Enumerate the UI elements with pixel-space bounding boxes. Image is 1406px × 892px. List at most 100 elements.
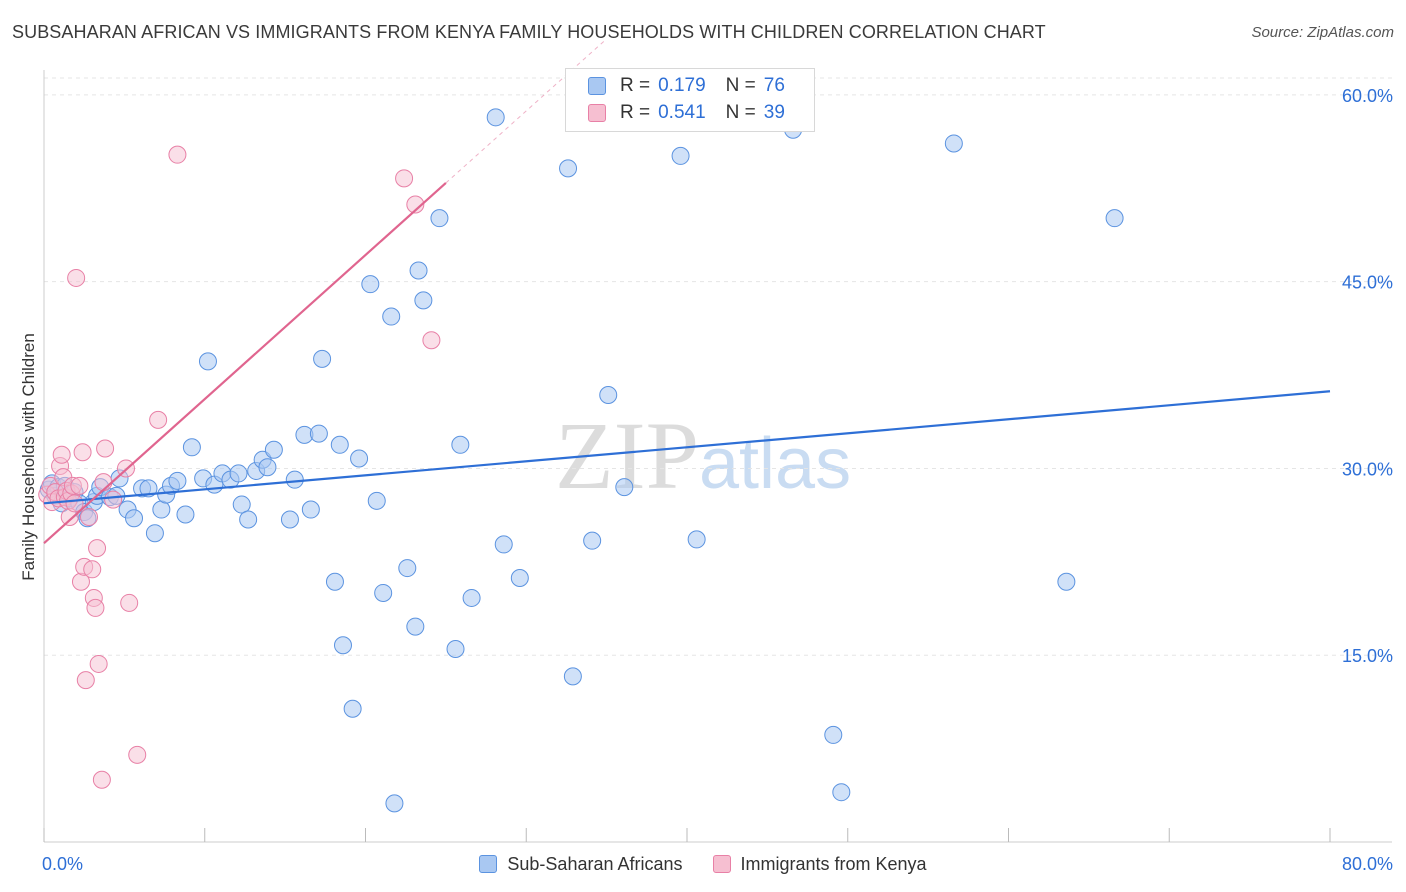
x-tick-label: 0.0% — [42, 854, 83, 874]
legend-label-kenya: Immigrants from Kenya — [740, 853, 927, 874]
point-sub-saharan — [1057, 572, 1076, 591]
source-label: Source: ZipAtlas.com — [1251, 24, 1394, 41]
point-sub-saharan — [462, 588, 481, 607]
point-sub-saharan — [583, 531, 602, 550]
n-label: N = — [725, 75, 756, 96]
point-sub-saharan — [374, 583, 393, 602]
r-value: 0.541 — [658, 102, 706, 123]
legend-swatch-pink — [712, 855, 731, 873]
point-sub-saharan — [599, 385, 618, 404]
point-sub-saharan — [1105, 209, 1124, 228]
point-sub-saharan — [145, 524, 164, 543]
point-kenya — [86, 598, 105, 617]
point-sub-saharan — [382, 307, 401, 326]
point-sub-saharan — [451, 435, 470, 454]
point-sub-saharan — [285, 470, 304, 489]
point-sub-saharan — [176, 505, 195, 524]
point-sub-saharan — [232, 495, 251, 514]
n-value: 76 — [763, 75, 785, 96]
r-label: R = — [620, 75, 651, 96]
point-kenya — [88, 539, 107, 558]
point-kenya — [52, 445, 71, 464]
point-sub-saharan — [510, 569, 529, 588]
y-tick-label: 60.0% — [1342, 86, 1393, 106]
legend-swatch-pink — [588, 104, 606, 122]
point-sub-saharan — [563, 667, 582, 686]
legend-swatch-blue — [479, 855, 498, 873]
r-label: R = — [620, 102, 651, 123]
point-sub-saharan — [486, 108, 505, 127]
point-sub-saharan — [350, 449, 369, 468]
point-kenya — [76, 671, 95, 690]
point-kenya — [422, 331, 441, 350]
point-sub-saharan — [343, 699, 362, 718]
legend-row-kenya: R = 0.541 N = 39 — [588, 102, 785, 124]
y-tick-label: 30.0% — [1342, 459, 1393, 479]
trendline-kenya-extension — [445, 38, 607, 184]
point-sub-saharan — [385, 794, 404, 813]
point-sub-saharan — [182, 438, 201, 457]
point-sub-saharan — [494, 535, 513, 554]
point-sub-saharan — [333, 636, 352, 655]
point-sub-saharan — [309, 424, 328, 443]
legend-item-sub-saharan[interactable]: Sub-Saharan Africans — [479, 852, 683, 876]
point-sub-saharan — [559, 159, 578, 178]
point-sub-saharan — [361, 275, 380, 294]
point-sub-saharan — [944, 134, 963, 153]
point-sub-saharan — [671, 146, 690, 165]
point-kenya — [96, 439, 115, 458]
point-sub-saharan — [125, 509, 144, 528]
point-sub-saharan — [824, 725, 843, 744]
trendline-kenya — [43, 182, 447, 544]
point-kenya — [128, 745, 147, 764]
legend-swatch-blue — [588, 77, 606, 95]
series-legend: Sub-Saharan Africans Immigrants from Ken… — [0, 852, 1406, 876]
point-kenya — [120, 593, 139, 612]
legend-row-sub-saharan: R = 0.179 N = 76 — [588, 75, 785, 97]
point-kenya — [92, 770, 111, 789]
point-sub-saharan — [301, 500, 320, 519]
point-kenya — [149, 410, 168, 429]
chart-title: SUBSAHARAN AFRICAN VS IMMIGRANTS FROM KE… — [12, 22, 1046, 42]
point-kenya — [65, 494, 84, 513]
point-sub-saharan — [330, 435, 349, 454]
point-sub-saharan — [264, 440, 283, 459]
point-kenya — [89, 654, 108, 673]
legend-label-sub-saharan: Sub-Saharan Africans — [507, 853, 683, 874]
point-kenya — [395, 169, 414, 188]
point-sub-saharan — [367, 491, 386, 510]
point-sub-saharan — [446, 640, 465, 658]
point-kenya — [406, 195, 425, 214]
point-sub-saharan — [409, 261, 428, 280]
stats-legend: R = 0.179 N = 76 R = 0.541 N = 39 — [565, 68, 815, 132]
point-sub-saharan — [152, 500, 171, 519]
trendline-sub-saharan — [43, 390, 1331, 505]
point-kenya — [104, 490, 123, 509]
n-value: 39 — [763, 102, 785, 123]
r-value: 0.179 — [658, 75, 706, 96]
point-sub-saharan — [258, 458, 277, 477]
point-kenya — [94, 473, 113, 492]
point-sub-saharan — [398, 559, 417, 578]
point-sub-saharan — [615, 478, 634, 497]
point-sub-saharan — [430, 209, 449, 228]
point-sub-saharan — [832, 783, 851, 802]
point-kenya — [83, 560, 102, 579]
y-tick-label: 15.0% — [1342, 646, 1393, 666]
point-sub-saharan — [414, 291, 433, 310]
y-tick-label: 45.0% — [1342, 273, 1393, 293]
x-tick-label: 80.0% — [1342, 854, 1393, 874]
point-sub-saharan — [313, 349, 332, 368]
point-kenya — [168, 145, 187, 164]
point-sub-saharan — [239, 510, 258, 529]
point-sub-saharan — [229, 464, 248, 483]
point-sub-saharan — [280, 510, 299, 529]
point-sub-saharan — [198, 352, 217, 371]
point-kenya — [67, 268, 86, 287]
point-sub-saharan — [168, 471, 187, 490]
point-kenya — [80, 508, 99, 527]
point-kenya — [70, 476, 89, 495]
n-label: N = — [725, 102, 756, 123]
legend-item-kenya[interactable]: Immigrants from Kenya — [712, 852, 927, 876]
